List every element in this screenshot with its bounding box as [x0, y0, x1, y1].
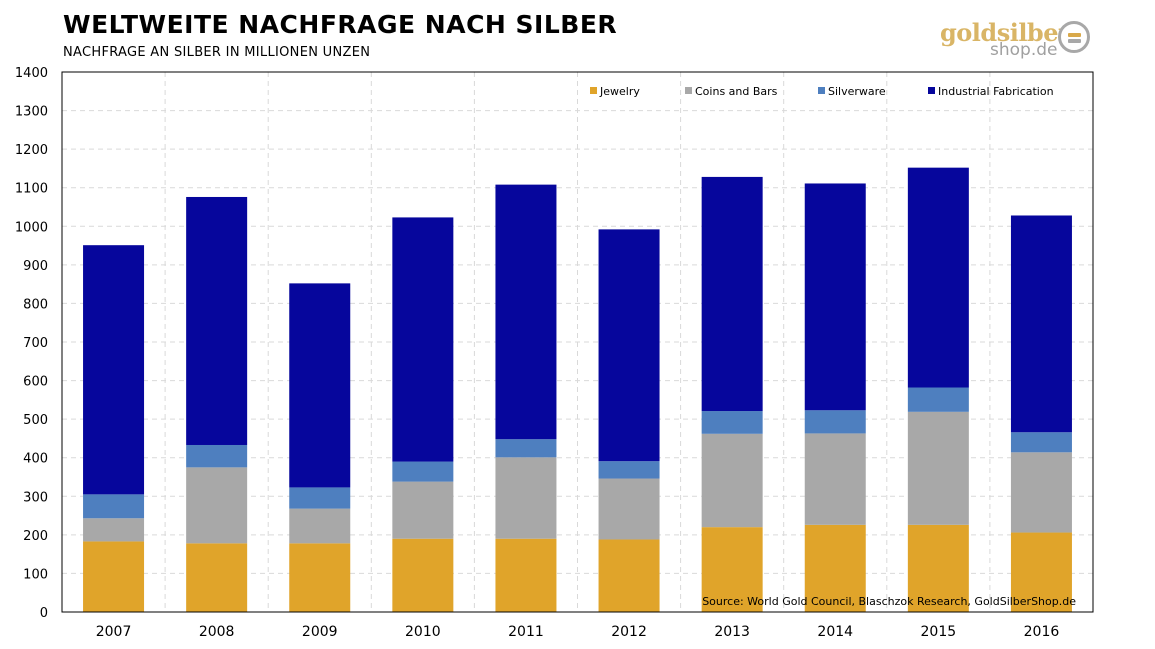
legend-swatch-coins-and-bars	[685, 87, 692, 94]
y-tick-label: 900	[23, 259, 48, 274]
bar-coins-and-bars-2014	[804, 433, 866, 525]
gold-bar-icon	[1068, 33, 1081, 37]
bar-coins-and-bars-2007	[83, 518, 145, 542]
bar-coins-and-bars-2013	[701, 433, 763, 528]
bar-industrial-fabrication-2008	[186, 196, 248, 445]
x-tick-label: 2010	[405, 624, 441, 640]
bar-industrial-fabrication-2013	[701, 176, 763, 412]
bar-coins-and-bars-2011	[495, 457, 557, 539]
y-tick-label: 200	[23, 529, 48, 544]
bar-silverware-2010	[392, 461, 454, 482]
x-tick-label: 2013	[714, 624, 750, 640]
logo-text-sub: shop.de	[990, 40, 1058, 60]
bar-industrial-fabrication-2016	[1010, 215, 1072, 433]
coin-icon	[1058, 21, 1090, 53]
goldsilbershop-logo: goldsilber shop.de	[940, 18, 1100, 62]
y-tick-label: 1100	[15, 182, 48, 197]
x-tick-label: 2014	[817, 624, 853, 640]
bar-silverware-2012	[598, 461, 660, 479]
y-tick-label: 0	[40, 606, 48, 621]
legend-label: Jewelry	[599, 85, 640, 98]
legend-swatch-silverware	[818, 87, 825, 94]
bar-silverware-2007	[83, 494, 145, 519]
bar-silverware-2016	[1010, 432, 1072, 453]
legend-label: Silverware	[828, 85, 886, 98]
bar-coins-and-bars-2010	[392, 481, 454, 539]
y-tick-label: 1200	[15, 143, 48, 158]
bar-industrial-fabrication-2011	[495, 184, 557, 440]
bar-jewelry-2015	[907, 524, 969, 612]
bar-jewelry-2016	[1010, 532, 1072, 612]
y-tick-label: 700	[23, 336, 48, 351]
y-tick-label: 100	[23, 567, 48, 582]
bar-jewelry-2014	[804, 524, 866, 612]
bar-jewelry-2011	[495, 538, 557, 612]
bar-silverware-2009	[289, 487, 351, 509]
bar-industrial-fabrication-2012	[598, 229, 660, 462]
bar-jewelry-2007	[83, 541, 145, 612]
y-tick-label: 1000	[15, 220, 48, 235]
y-tick-label: 800	[23, 297, 48, 312]
source-annotation: Source: World Gold Council, Blaschzok Re…	[702, 595, 1076, 608]
x-tick-label: 2007	[96, 624, 132, 640]
legend-label: Industrial Fabrication	[938, 85, 1054, 98]
bar-industrial-fabrication-2014	[804, 183, 866, 411]
bar-silverware-2015	[907, 387, 969, 412]
bar-coins-and-bars-2009	[289, 508, 351, 544]
legend-label: Coins and Bars	[695, 85, 778, 98]
logo-text-main: goldsilber	[940, 18, 1071, 47]
chart-title: WELTWEITE NACHFRAGE NACH SILBER	[63, 10, 618, 39]
bar-jewelry-2013	[701, 527, 763, 612]
x-tick-label: 2016	[1024, 624, 1060, 640]
bar-jewelry-2010	[392, 538, 454, 612]
y-tick-label: 600	[23, 375, 48, 390]
y-tick-label: 500	[23, 413, 48, 428]
chart-subtitle: NACHFRAGE AN SILBER IN MILLIONEN UNZEN	[63, 45, 371, 60]
x-tick-label: 2011	[508, 624, 544, 640]
x-tick-label: 2008	[199, 624, 235, 640]
legend-swatch-industrial-fabrication	[928, 87, 935, 94]
bar-coins-and-bars-2008	[186, 467, 248, 544]
y-tick-label: 1300	[15, 105, 48, 120]
bar-silverware-2008	[186, 444, 248, 468]
y-tick-label: 1400	[15, 66, 48, 81]
bar-industrial-fabrication-2007	[83, 245, 145, 495]
silver-bar-icon	[1068, 39, 1081, 43]
bar-industrial-fabrication-2009	[289, 283, 351, 488]
y-tick-label: 400	[23, 452, 48, 467]
y-tick-label: 300	[23, 490, 48, 505]
x-tick-label: 2015	[921, 624, 957, 640]
bar-jewelry-2008	[186, 543, 248, 612]
plot-frame	[61, 71, 1094, 613]
bar-coins-and-bars-2016	[1010, 452, 1072, 533]
legend-swatch-jewelry	[590, 87, 597, 94]
bar-silverware-2014	[804, 410, 866, 434]
x-tick-label: 2009	[302, 624, 338, 640]
bar-jewelry-2009	[289, 543, 351, 612]
bar-jewelry-2012	[598, 539, 660, 612]
bar-silverware-2013	[701, 411, 763, 434]
x-tick-label: 2012	[611, 624, 647, 640]
bar-coins-and-bars-2012	[598, 478, 660, 540]
bar-industrial-fabrication-2010	[392, 217, 454, 462]
bar-coins-and-bars-2015	[907, 411, 969, 525]
bar-industrial-fabrication-2015	[907, 167, 969, 388]
bar-silverware-2011	[495, 439, 557, 458]
